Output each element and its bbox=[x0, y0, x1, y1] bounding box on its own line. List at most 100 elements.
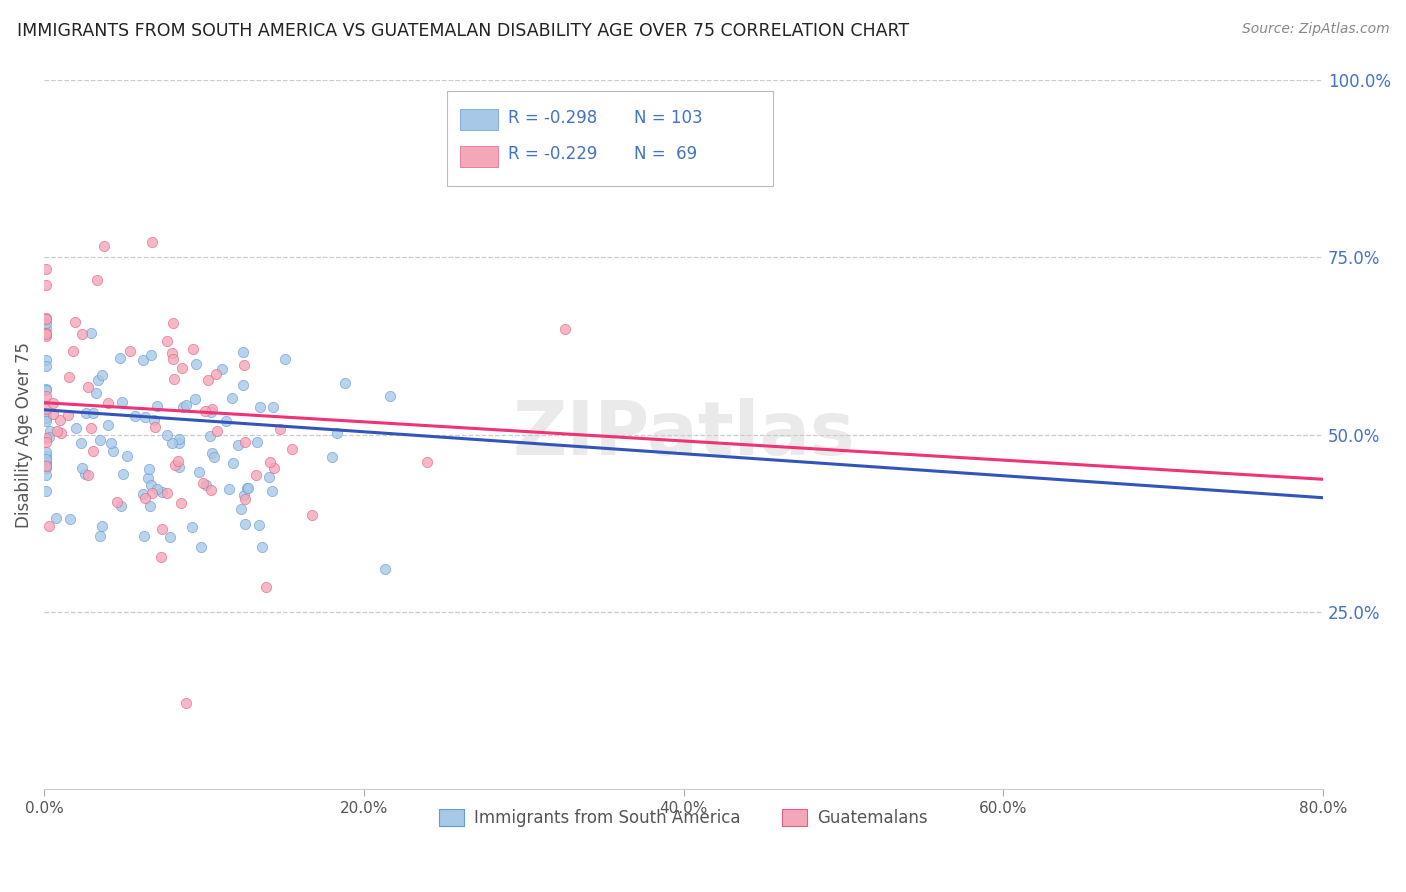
Point bbox=[118, 343, 141, 358]
Point bbox=[35, 454, 58, 468]
Point bbox=[232, 378, 254, 392]
Point bbox=[35, 310, 58, 325]
Point bbox=[326, 425, 349, 440]
Point bbox=[167, 459, 190, 474]
Point bbox=[174, 398, 197, 412]
Point bbox=[97, 418, 120, 433]
Point bbox=[35, 278, 58, 293]
Point bbox=[152, 485, 174, 500]
Point bbox=[194, 404, 217, 418]
Point bbox=[190, 541, 212, 555]
Point bbox=[146, 482, 169, 496]
Point bbox=[211, 362, 233, 376]
Point bbox=[197, 374, 219, 388]
Point bbox=[35, 434, 58, 449]
Text: N =  69: N = 69 bbox=[634, 145, 697, 163]
Point bbox=[263, 461, 285, 475]
Point bbox=[181, 343, 204, 357]
Point bbox=[80, 326, 103, 340]
Point bbox=[188, 465, 211, 479]
Text: Source: ZipAtlas.com: Source: ZipAtlas.com bbox=[1241, 22, 1389, 37]
Point bbox=[39, 425, 62, 439]
Point bbox=[233, 492, 256, 507]
Point bbox=[259, 455, 281, 469]
Point bbox=[105, 495, 128, 509]
Point bbox=[250, 540, 273, 554]
Point bbox=[35, 326, 58, 340]
Point bbox=[136, 471, 159, 485]
Point bbox=[82, 444, 104, 458]
Point bbox=[162, 316, 184, 330]
Point bbox=[35, 326, 58, 341]
Point bbox=[76, 468, 98, 483]
Point bbox=[72, 461, 94, 475]
Point bbox=[89, 529, 111, 543]
FancyBboxPatch shape bbox=[460, 109, 498, 130]
Y-axis label: Disability Age Over 75: Disability Age Over 75 bbox=[15, 342, 32, 527]
Point bbox=[201, 401, 224, 416]
Text: R = -0.229: R = -0.229 bbox=[509, 145, 598, 163]
Point bbox=[69, 436, 91, 450]
Point bbox=[45, 511, 67, 525]
Point bbox=[214, 414, 236, 428]
Point bbox=[163, 371, 186, 385]
Point bbox=[35, 460, 58, 475]
Point bbox=[35, 458, 58, 472]
Point bbox=[73, 467, 96, 482]
Point bbox=[111, 467, 134, 482]
Point bbox=[35, 445, 58, 459]
Point bbox=[134, 491, 156, 506]
Point bbox=[111, 395, 134, 409]
Point bbox=[117, 450, 139, 464]
Point bbox=[247, 518, 270, 533]
Point bbox=[35, 449, 58, 463]
Point bbox=[204, 368, 226, 382]
Point bbox=[260, 484, 283, 499]
Point bbox=[87, 372, 110, 386]
Point bbox=[35, 458, 58, 472]
Point bbox=[35, 410, 58, 425]
Point bbox=[58, 370, 80, 384]
Point bbox=[301, 508, 323, 522]
Point bbox=[80, 420, 103, 434]
Point bbox=[150, 549, 173, 564]
Point bbox=[42, 395, 65, 409]
Point bbox=[233, 434, 256, 449]
Point bbox=[181, 520, 204, 534]
Point bbox=[35, 484, 58, 499]
Point bbox=[167, 454, 190, 468]
Point bbox=[132, 529, 155, 543]
Point bbox=[139, 499, 162, 513]
Point bbox=[160, 435, 183, 450]
Point bbox=[56, 409, 79, 423]
Point bbox=[35, 316, 58, 330]
Point bbox=[35, 353, 58, 368]
Point bbox=[35, 458, 58, 472]
Point bbox=[274, 351, 297, 366]
Point bbox=[70, 326, 93, 341]
Point bbox=[221, 391, 243, 405]
Point bbox=[48, 413, 70, 427]
Text: IMMIGRANTS FROM SOUTH AMERICA VS GUATEMALAN DISABILITY AGE OVER 75 CORRELATION C: IMMIGRANTS FROM SOUTH AMERICA VS GUATEMA… bbox=[17, 22, 910, 40]
Point bbox=[170, 361, 193, 376]
Point bbox=[167, 436, 190, 450]
Point bbox=[281, 442, 304, 457]
Point bbox=[229, 502, 252, 516]
Point bbox=[77, 379, 100, 393]
Point bbox=[86, 385, 108, 400]
Point bbox=[35, 452, 58, 467]
Point bbox=[93, 239, 115, 253]
Point bbox=[35, 329, 58, 343]
Point bbox=[146, 399, 169, 413]
Point bbox=[176, 696, 198, 710]
Point bbox=[139, 348, 162, 362]
Point bbox=[218, 482, 240, 496]
Point bbox=[91, 368, 114, 382]
Point bbox=[269, 422, 291, 436]
Point bbox=[62, 344, 84, 359]
Point bbox=[45, 425, 67, 439]
Point bbox=[195, 477, 218, 491]
Point bbox=[191, 475, 214, 490]
Point bbox=[51, 426, 73, 441]
Point bbox=[35, 406, 58, 420]
